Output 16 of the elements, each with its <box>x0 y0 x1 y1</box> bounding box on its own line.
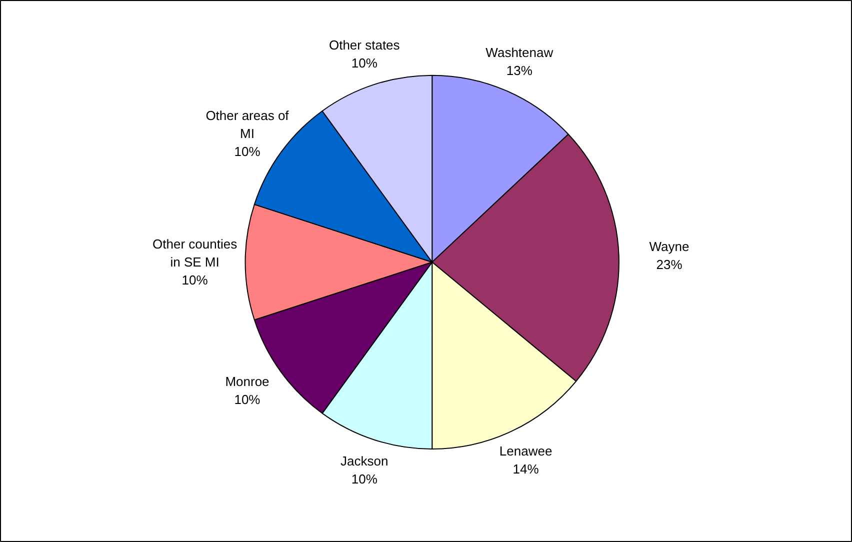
data-label: 10% <box>182 272 208 288</box>
data-label: 10% <box>234 144 261 160</box>
data-label: 10% <box>351 56 378 71</box>
data-label: 10% <box>234 392 261 408</box>
slice-label: Wayne <box>649 238 690 254</box>
data-label: 23% <box>656 256 683 272</box>
slice-label: Other areas of MI <box>206 108 290 142</box>
slice-label: Jackson <box>340 454 388 469</box>
slice-label: Washtenaw <box>486 44 554 60</box>
slice-label: Lenawee <box>499 444 552 459</box>
data-label: 10% <box>351 472 378 487</box>
data-label: 14% <box>512 462 540 477</box>
slice-label: Other states <box>328 38 400 53</box>
data-label: 13% <box>506 62 533 78</box>
slice-label: Monroe <box>225 374 270 390</box>
slice-label: Other counties in SE MI <box>152 236 238 270</box>
